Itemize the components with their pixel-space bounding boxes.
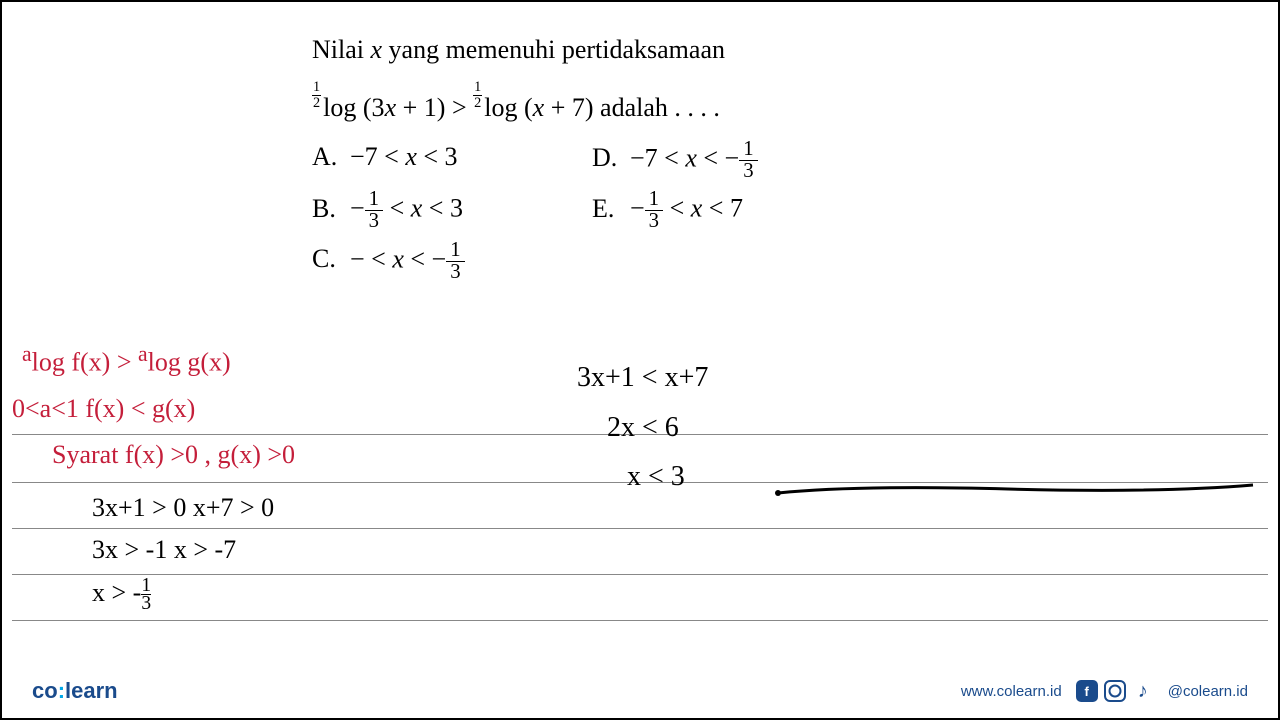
handwriting-red-block: alog f(x) > alog g(x) <box>22 342 231 380</box>
facebook-icon: f <box>1076 680 1098 702</box>
question-block: Nilai x yang memenuhi pertidaksamaan 12l… <box>2 2 1278 283</box>
brand-url: www.colearn.id <box>961 683 1062 700</box>
handwriting-black-left: 3x+1 > 0 x+7 > 0 3x > -1 x > -7 x > -13 <box>92 488 274 615</box>
number-line-sketch <box>758 473 1258 513</box>
brand-logo: co:learn <box>32 678 118 704</box>
rule-line <box>12 620 1268 621</box>
question-expression: 12log (3x + 1) > 12log (x + 7) adalah . … <box>312 80 1238 126</box>
instagram-icon <box>1104 680 1126 702</box>
option-d: D.−7 < x < −13 <box>592 139 872 182</box>
handwriting-red-line2: 0<a<1 f(x) < g(x) <box>12 394 195 426</box>
handwriting-black-right: 3x+1 < x+7 2x < 6 x < 3 <box>577 354 708 503</box>
options-grid: A.−7 < x < 3 D.−7 < x < −13 B.−13 < x < … <box>312 139 1238 283</box>
option-a: A.−7 < x < 3 <box>312 139 582 182</box>
handwriting-red-line3: Syarat f(x) >0 , g(x) >0 <box>52 440 295 472</box>
brand-handle: @colearn.id <box>1168 683 1248 700</box>
question-text-line1: Nilai x yang memenuhi pertidaksamaan <box>312 32 1238 68</box>
option-b: B.−13 < x < 3 <box>312 189 582 232</box>
footer: co:learn www.colearn.id f ♪ @colearn.id <box>2 678 1278 704</box>
option-e: E.−13 < x < 7 <box>592 189 872 232</box>
social-icons: f ♪ <box>1076 680 1154 702</box>
tiktok-icon: ♪ <box>1132 680 1154 702</box>
option-c: C.− < x < −13 <box>312 240 582 283</box>
